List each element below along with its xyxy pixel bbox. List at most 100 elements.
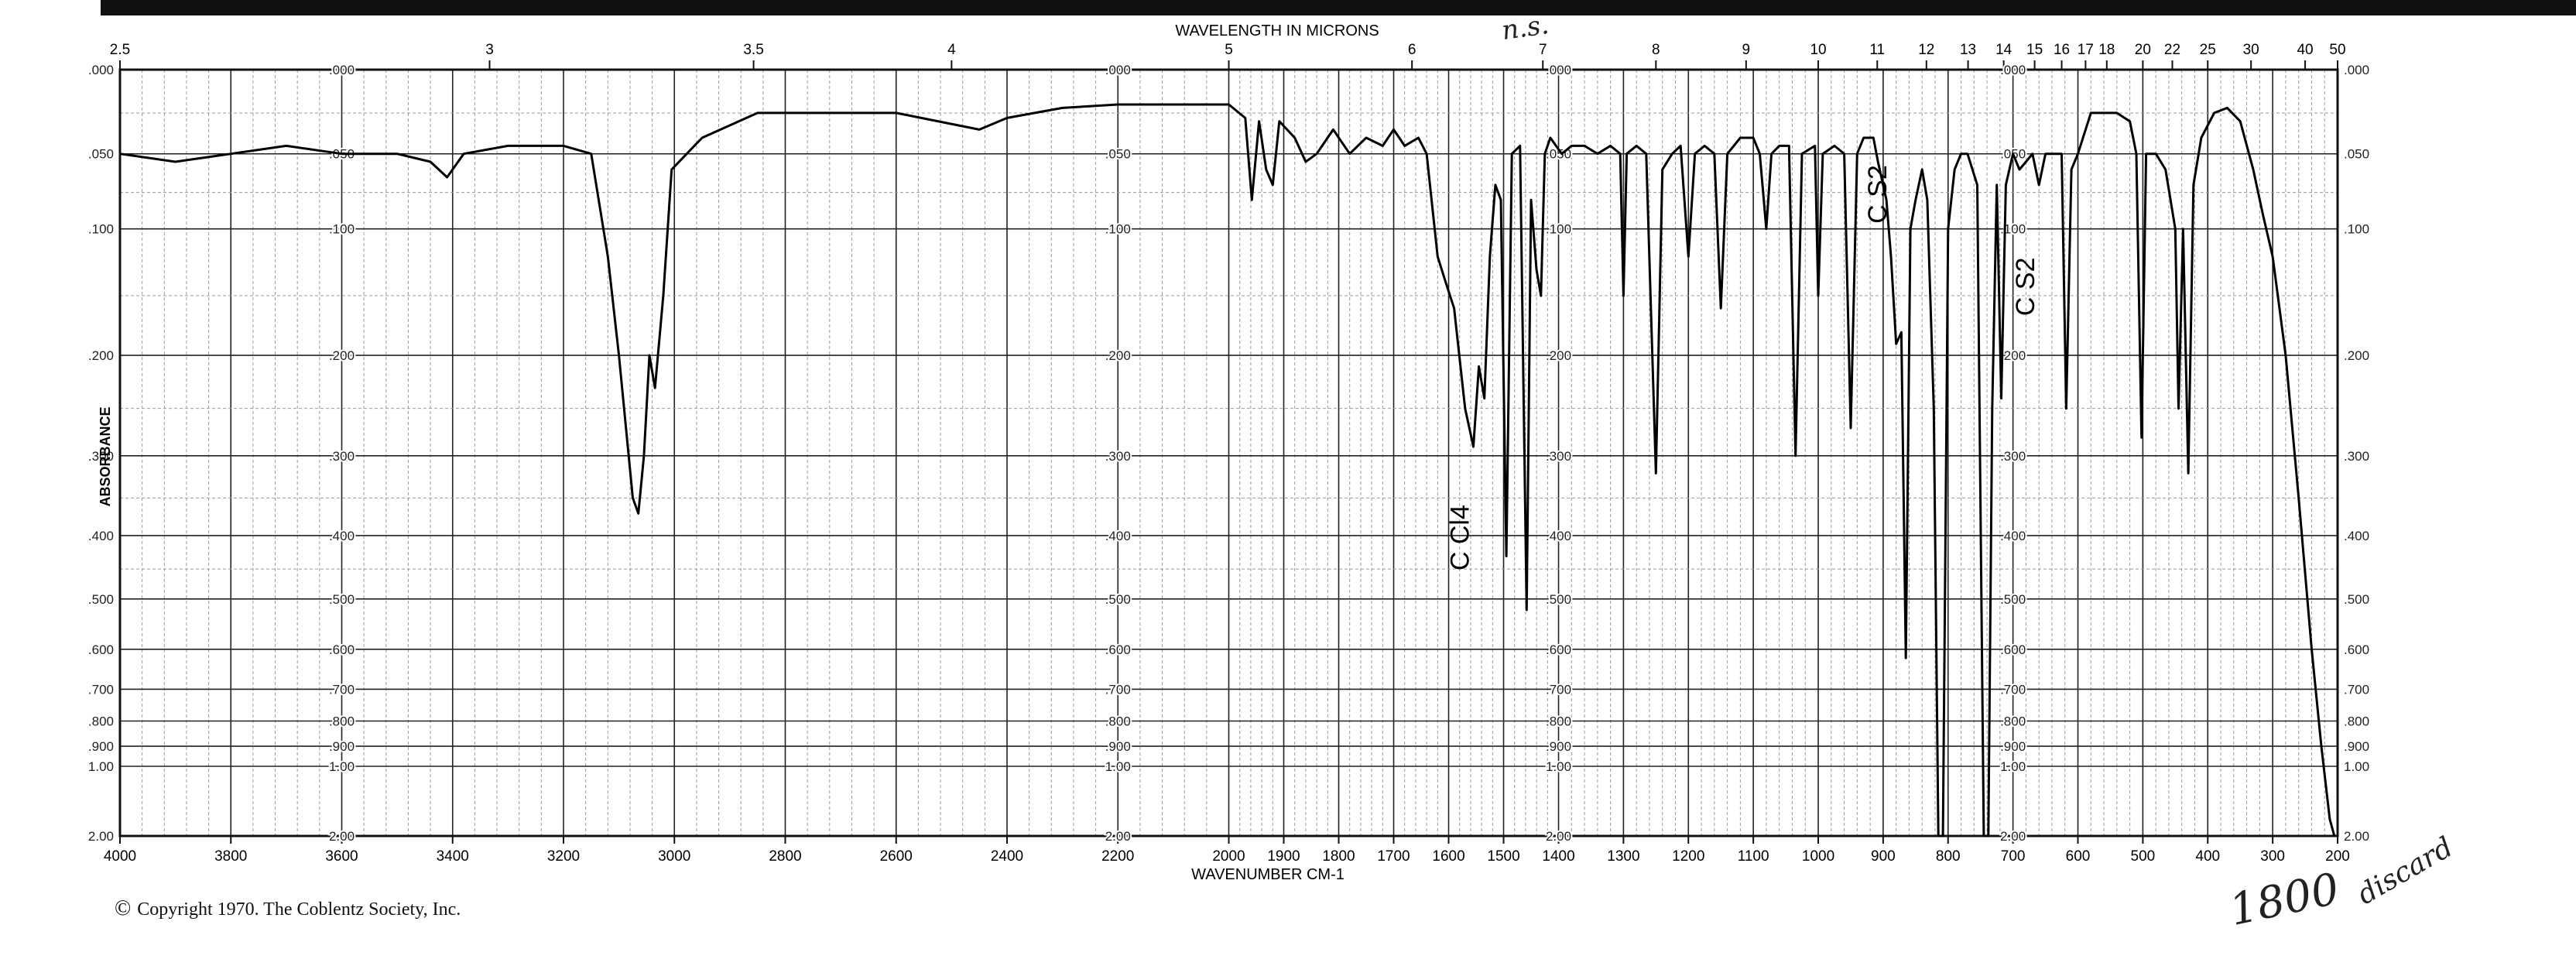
x-tick-label: 1200 bbox=[1672, 848, 1704, 865]
y-tick-label: .100 bbox=[1546, 222, 1571, 237]
y-tick-label: .200 bbox=[1546, 348, 1571, 363]
y-tick-label: .050 bbox=[1105, 147, 1131, 162]
x-tick-label: 600 bbox=[2066, 848, 2091, 865]
y-tick-label: .900 bbox=[88, 739, 114, 754]
y-tick-label: .700 bbox=[1546, 682, 1571, 697]
y-tick-label: .700 bbox=[2344, 682, 2369, 697]
y-tick-label: .700 bbox=[1105, 682, 1131, 697]
y-tick-label: 1.00 bbox=[88, 759, 114, 774]
annotation-label: C S2 bbox=[1863, 165, 1893, 224]
y-tick-label: .300 bbox=[2344, 449, 2369, 464]
top-tick-label: 8 bbox=[1652, 42, 1660, 58]
y-tick-label: .100 bbox=[329, 222, 355, 237]
top-tick-label: 10 bbox=[1810, 42, 1826, 58]
x-tick-label: 900 bbox=[1871, 848, 1896, 865]
y-tick-label: .000 bbox=[1105, 63, 1131, 77]
y-tick-label: .050 bbox=[2344, 147, 2369, 162]
y-tick-label: .000 bbox=[2000, 63, 2026, 77]
x-tick-label: 2800 bbox=[769, 848, 801, 865]
top-tick-label: 40 bbox=[2297, 42, 2313, 58]
top-tick-label: 14 bbox=[1995, 42, 2012, 58]
y-tick-label: .050 bbox=[88, 147, 114, 162]
y-tick-label: 1.00 bbox=[329, 759, 355, 774]
y-tick-label: .200 bbox=[2000, 348, 2026, 363]
top-tick-label: 18 bbox=[2098, 42, 2115, 58]
y-tick-label: .300 bbox=[329, 449, 355, 464]
x-tick-label: 1900 bbox=[1267, 848, 1300, 865]
top-tick-label: 3 bbox=[485, 42, 494, 58]
y-tick-label: .600 bbox=[2000, 642, 2026, 657]
x-tick-label: 3000 bbox=[658, 848, 690, 865]
x-tick-label: 2600 bbox=[880, 848, 913, 865]
top-tick-label: 30 bbox=[2243, 42, 2259, 58]
y-tick-label: .500 bbox=[329, 592, 355, 607]
y-tick-label: .200 bbox=[88, 348, 114, 363]
x-tick-label: 2400 bbox=[991, 848, 1023, 865]
x-tick-label: 4000 bbox=[104, 848, 136, 865]
top-tick-label: 20 bbox=[2135, 42, 2151, 58]
y-tick-label: .300 bbox=[88, 449, 114, 464]
y-tick-label: .500 bbox=[1105, 592, 1131, 607]
y-tick-label: .100 bbox=[88, 222, 114, 237]
x-tick-label: 400 bbox=[2195, 848, 2220, 865]
y-tick-label: .900 bbox=[329, 739, 355, 754]
x-tick-label: 2000 bbox=[1212, 848, 1245, 865]
top-tick-label: 17 bbox=[2078, 42, 2094, 58]
x-tick-label: 500 bbox=[2131, 848, 2156, 865]
y-tick-label: 1.00 bbox=[2344, 759, 2369, 774]
y-tick-label: .800 bbox=[329, 714, 355, 729]
y-tick-label: .300 bbox=[1546, 449, 1571, 464]
top-ticks: 2.5 3 3.5 4 5 6 7 8 9 10 11 12 13 14 15 16 17 18 20 22 25 30 4… bbox=[110, 42, 2346, 70]
x-tick-label: 200 bbox=[2325, 848, 2350, 865]
x-tick-label: 1800 bbox=[1322, 848, 1355, 865]
top-tick-label: 6 bbox=[1408, 42, 1416, 58]
y-ticks: .000.000.000.000.000.000.050.050.050.050… bbox=[88, 61, 2369, 845]
y-tick-label: .400 bbox=[2344, 529, 2369, 543]
y-tick-label: .200 bbox=[2344, 348, 2369, 363]
spectrum-line bbox=[119, 103, 2336, 838]
x-tick-label: 2200 bbox=[1101, 848, 1134, 865]
y-tick-label: .000 bbox=[329, 63, 355, 77]
y-tick-label: .600 bbox=[1105, 642, 1131, 657]
y-tick-label: 2.00 bbox=[329, 829, 355, 844]
x-tick-label: 1300 bbox=[1607, 848, 1639, 865]
y-tick-label: .000 bbox=[88, 63, 114, 77]
y-tick-label: .700 bbox=[88, 682, 114, 697]
y-tick-label: .300 bbox=[1105, 449, 1131, 464]
x-tick-label: 1600 bbox=[1432, 848, 1464, 865]
x-tick-label: 700 bbox=[2001, 848, 2026, 865]
y-tick-label: 2.00 bbox=[1105, 829, 1131, 844]
y-tick-label: .400 bbox=[329, 529, 355, 543]
y-tick-label: .200 bbox=[329, 348, 355, 363]
y-tick-label: .900 bbox=[2000, 739, 2026, 754]
top-tick-label: 11 bbox=[1869, 42, 1885, 58]
y-tick-label: 2.00 bbox=[1546, 829, 1571, 844]
top-tick-label: 3.5 bbox=[743, 42, 763, 58]
spectrum-series bbox=[119, 103, 2336, 838]
copyright-text: Copyright 1970. The Coblentz Society, In… bbox=[137, 899, 461, 920]
y-tick-label: .700 bbox=[329, 682, 355, 697]
y-tick-label: 1.00 bbox=[2000, 759, 2026, 774]
y-tick-label: .800 bbox=[1105, 714, 1131, 729]
x-axis-label: WAVENUMBER CM-1 bbox=[1191, 866, 1345, 883]
y-tick-label: .800 bbox=[1546, 714, 1571, 729]
x-tick-label: 1100 bbox=[1738, 848, 1769, 865]
top-tick-label: 5 bbox=[1225, 42, 1233, 58]
copyright-notice: © Copyright 1970. The Coblentz Society, I… bbox=[115, 896, 461, 921]
top-tick-label: 9 bbox=[1742, 42, 1751, 58]
top-axis-label: WAVELENGTH IN MICRONS bbox=[1175, 22, 1379, 39]
top-tick-label: 22 bbox=[2164, 42, 2180, 58]
chart-grid bbox=[119, 69, 2338, 837]
x-tick-label: 3600 bbox=[325, 848, 358, 865]
y-tick-label: .500 bbox=[2000, 592, 2026, 607]
top-tick-label: 13 bbox=[1960, 42, 1976, 58]
x-tick-label: 1500 bbox=[1487, 848, 1519, 865]
x-tick-label: 3800 bbox=[214, 848, 247, 865]
top-tick-label: 12 bbox=[1918, 42, 1934, 58]
top-black-bar bbox=[101, 0, 2576, 15]
y-tick-label: .500 bbox=[88, 592, 114, 607]
y-tick-label: .500 bbox=[2344, 592, 2369, 607]
y-tick-label: .800 bbox=[88, 714, 114, 729]
top-tick-label: 7 bbox=[1539, 42, 1547, 58]
x-tick-label: 300 bbox=[2260, 848, 2285, 865]
